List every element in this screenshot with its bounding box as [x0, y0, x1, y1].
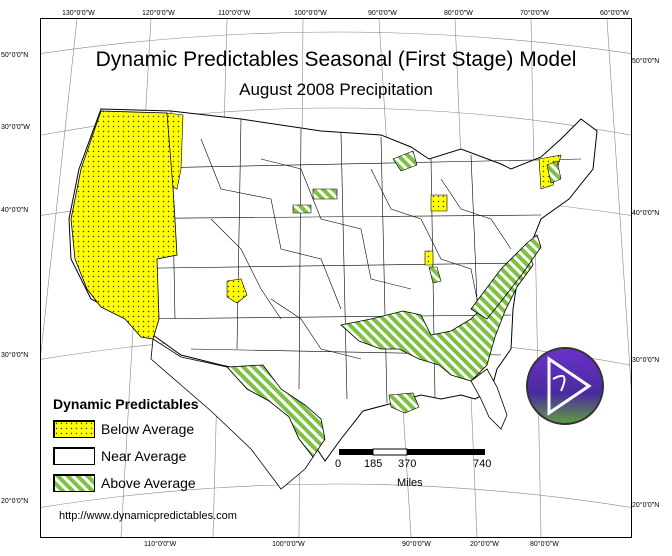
legend-title: Dynamic Predictables — [53, 396, 199, 412]
above-average-louisiana — [388, 392, 420, 414]
above-average-swatch — [53, 474, 95, 492]
bottom-tick-110w: 110°0'0"W — [144, 541, 177, 548]
top-tick-120w: 120°0'0"W — [142, 10, 175, 17]
map-title: Dynamic Predictables Seasonal (First Sta… — [95, 48, 577, 71]
dynamic-predictables-logo — [526, 347, 604, 425]
right-tick-20n: 20°0'0"N — [632, 502, 660, 509]
top-tick-60w: 60°0'0"W — [600, 10, 629, 17]
right-tick-30n: 30°0'0"N — [632, 357, 660, 364]
bottom-tick-80w: 80°0'0"W — [530, 541, 559, 548]
above-average-nebraska — [292, 204, 312, 214]
above-average-appalachia — [470, 234, 542, 320]
near-average-swatch — [53, 447, 95, 465]
bottom-tick-90w: 90°0'0"W — [402, 541, 431, 548]
left-tick-40n: 40°0'0"N — [1, 207, 29, 214]
scale-label-0: 0 — [335, 458, 342, 470]
florida — [470, 368, 508, 430]
scale-label-370: 370 — [398, 458, 417, 470]
website-url[interactable]: http://www.dynamicpredictables.com — [59, 510, 237, 522]
above-average-indiana — [428, 266, 442, 284]
top-tick-70w: 70°0'0"W — [520, 10, 549, 17]
below-average-utah — [226, 278, 248, 304]
top-tick-90w: 90°0'0"W — [368, 10, 397, 17]
above-average-south-central — [340, 252, 534, 382]
left-tick-30w: 30°0'0"W — [1, 124, 30, 131]
mexico-outline — [150, 338, 314, 490]
left-tick-50n: 50°0'0"N — [1, 52, 29, 59]
above-average-south-dakota — [312, 188, 338, 200]
below-average-indiana — [424, 250, 434, 266]
scale-label-740: 740 — [473, 458, 492, 470]
above-average-northeast — [546, 160, 562, 184]
legend-label-below: Below Average — [101, 421, 195, 437]
legend-label-near: Near Average — [101, 448, 187, 464]
map-subtitle: August 2008 Precipitation — [239, 80, 433, 99]
scale-bar — [339, 448, 485, 456]
left-tick-30n: 30°0'0"N — [1, 352, 29, 359]
below-average-idaho — [166, 112, 184, 190]
scale-label-185: 185 — [364, 458, 383, 470]
right-tick-40n: 40°0'0"N — [632, 210, 660, 217]
map-frame: Dynamic Predictables Seasonal (First Sta… — [40, 18, 632, 538]
map-canvas — [41, 19, 631, 537]
top-tick-130w: 130°0'0"W — [62, 10, 95, 17]
legend-label-above: Above Average — [101, 475, 196, 491]
top-tick-80w: 80°0'0"W — [444, 10, 473, 17]
scale-unit: Miles — [397, 477, 423, 489]
top-tick-110w: 110°0'0"W — [218, 10, 251, 17]
bottom-tick-20w: 20°0'0"W — [470, 541, 499, 548]
left-tick-20n: 20°0'0"N — [1, 498, 29, 505]
right-tick-50n: 50°0'0"N — [632, 58, 660, 65]
below-average-swatch — [53, 420, 95, 438]
below-average-michigan — [430, 194, 448, 212]
above-average-wisconsin — [392, 150, 418, 172]
bottom-tick-100w: 100°0'0"W — [272, 541, 305, 548]
top-tick-100w: 100°0'0"W — [294, 10, 327, 17]
